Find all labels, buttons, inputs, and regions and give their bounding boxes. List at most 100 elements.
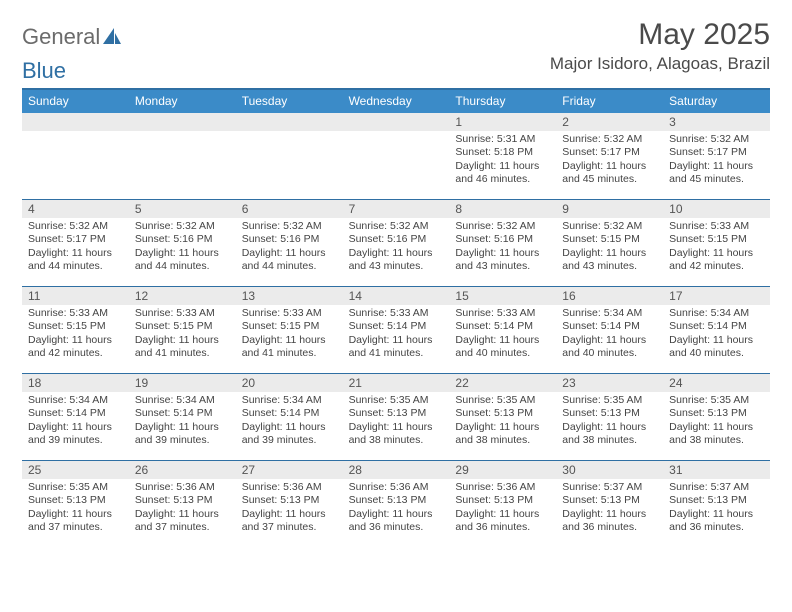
sunset-line: Sunset: 5:17 PM bbox=[562, 146, 657, 159]
day-cell: 27Sunrise: 5:36 AMSunset: 5:13 PMDayligh… bbox=[236, 461, 343, 547]
daylight-line: Daylight: 11 hours and 36 minutes. bbox=[669, 508, 764, 535]
sunset-line: Sunset: 5:15 PM bbox=[135, 320, 230, 333]
day-cell: 20Sunrise: 5:34 AMSunset: 5:14 PMDayligh… bbox=[236, 374, 343, 460]
sunrise-line: Sunrise: 5:35 AM bbox=[669, 394, 764, 407]
day-body: Sunrise: 5:33 AMSunset: 5:15 PMDaylight:… bbox=[236, 305, 343, 365]
sunset-line: Sunset: 5:14 PM bbox=[28, 407, 123, 420]
day-of-week-row: SundayMondayTuesdayWednesdayThursdayFrid… bbox=[22, 90, 770, 113]
sunset-line: Sunset: 5:13 PM bbox=[562, 407, 657, 420]
day-number: 22 bbox=[449, 374, 556, 392]
day-body: Sunrise: 5:35 AMSunset: 5:13 PMDaylight:… bbox=[556, 392, 663, 452]
sunset-line: Sunset: 5:14 PM bbox=[455, 320, 550, 333]
day-cell: 14Sunrise: 5:33 AMSunset: 5:14 PMDayligh… bbox=[343, 287, 450, 373]
day-number: 24 bbox=[663, 374, 770, 392]
week-row: 4Sunrise: 5:32 AMSunset: 5:17 PMDaylight… bbox=[22, 200, 770, 287]
daylight-line: Daylight: 11 hours and 38 minutes. bbox=[669, 421, 764, 448]
sunrise-line: Sunrise: 5:35 AM bbox=[455, 394, 550, 407]
daylight-line: Daylight: 11 hours and 44 minutes. bbox=[135, 247, 230, 274]
day-number: 17 bbox=[663, 287, 770, 305]
daylight-line: Daylight: 11 hours and 39 minutes. bbox=[242, 421, 337, 448]
month-year: May 2025 bbox=[550, 18, 770, 52]
sunset-line: Sunset: 5:15 PM bbox=[669, 233, 764, 246]
sunset-line: Sunset: 5:13 PM bbox=[669, 407, 764, 420]
sunset-line: Sunset: 5:13 PM bbox=[135, 494, 230, 507]
day-cell: 23Sunrise: 5:35 AMSunset: 5:13 PMDayligh… bbox=[556, 374, 663, 460]
sunrise-line: Sunrise: 5:33 AM bbox=[242, 307, 337, 320]
daylight-line: Daylight: 11 hours and 42 minutes. bbox=[28, 334, 123, 361]
daylight-line: Daylight: 11 hours and 38 minutes. bbox=[455, 421, 550, 448]
sunrise-line: Sunrise: 5:32 AM bbox=[562, 220, 657, 233]
day-number: 28 bbox=[343, 461, 450, 479]
day-body: Sunrise: 5:34 AMSunset: 5:14 PMDaylight:… bbox=[663, 305, 770, 365]
sunset-line: Sunset: 5:13 PM bbox=[242, 494, 337, 507]
daylight-line: Daylight: 11 hours and 39 minutes. bbox=[28, 421, 123, 448]
day-body bbox=[343, 131, 450, 137]
sunrise-line: Sunrise: 5:32 AM bbox=[562, 133, 657, 146]
sunset-line: Sunset: 5:13 PM bbox=[349, 407, 444, 420]
sunrise-line: Sunrise: 5:35 AM bbox=[562, 394, 657, 407]
sunset-line: Sunset: 5:14 PM bbox=[349, 320, 444, 333]
sunrise-line: Sunrise: 5:34 AM bbox=[242, 394, 337, 407]
day-body: Sunrise: 5:32 AMSunset: 5:16 PMDaylight:… bbox=[343, 218, 450, 278]
sunset-line: Sunset: 5:13 PM bbox=[455, 494, 550, 507]
day-cell: 18Sunrise: 5:34 AMSunset: 5:14 PMDayligh… bbox=[22, 374, 129, 460]
sunrise-line: Sunrise: 5:36 AM bbox=[455, 481, 550, 494]
day-body: Sunrise: 5:33 AMSunset: 5:15 PMDaylight:… bbox=[129, 305, 236, 365]
day-number: 3 bbox=[663, 113, 770, 131]
day-number: 18 bbox=[22, 374, 129, 392]
sunset-line: Sunset: 5:16 PM bbox=[455, 233, 550, 246]
day-cell: 30Sunrise: 5:37 AMSunset: 5:13 PMDayligh… bbox=[556, 461, 663, 547]
daylight-line: Daylight: 11 hours and 40 minutes. bbox=[455, 334, 550, 361]
sunset-line: Sunset: 5:16 PM bbox=[349, 233, 444, 246]
day-body: Sunrise: 5:35 AMSunset: 5:13 PMDaylight:… bbox=[22, 479, 129, 539]
daylight-line: Daylight: 11 hours and 44 minutes. bbox=[28, 247, 123, 274]
day-cell: 19Sunrise: 5:34 AMSunset: 5:14 PMDayligh… bbox=[129, 374, 236, 460]
day-cell: 13Sunrise: 5:33 AMSunset: 5:15 PMDayligh… bbox=[236, 287, 343, 373]
day-body: Sunrise: 5:32 AMSunset: 5:17 PMDaylight:… bbox=[663, 131, 770, 191]
sunrise-line: Sunrise: 5:33 AM bbox=[669, 220, 764, 233]
day-number: 9 bbox=[556, 200, 663, 218]
day-body: Sunrise: 5:32 AMSunset: 5:16 PMDaylight:… bbox=[129, 218, 236, 278]
sunset-line: Sunset: 5:16 PM bbox=[135, 233, 230, 246]
daylight-line: Daylight: 11 hours and 41 minutes. bbox=[349, 334, 444, 361]
day-number bbox=[236, 113, 343, 131]
sunrise-line: Sunrise: 5:32 AM bbox=[349, 220, 444, 233]
day-cell: 25Sunrise: 5:35 AMSunset: 5:13 PMDayligh… bbox=[22, 461, 129, 547]
day-number: 31 bbox=[663, 461, 770, 479]
day-cell: 9Sunrise: 5:32 AMSunset: 5:15 PMDaylight… bbox=[556, 200, 663, 286]
daylight-line: Daylight: 11 hours and 37 minutes. bbox=[135, 508, 230, 535]
day-cell: 7Sunrise: 5:32 AMSunset: 5:16 PMDaylight… bbox=[343, 200, 450, 286]
day-body: Sunrise: 5:37 AMSunset: 5:13 PMDaylight:… bbox=[556, 479, 663, 539]
sunset-line: Sunset: 5:14 PM bbox=[135, 407, 230, 420]
daylight-line: Daylight: 11 hours and 44 minutes. bbox=[242, 247, 337, 274]
day-cell: 21Sunrise: 5:35 AMSunset: 5:13 PMDayligh… bbox=[343, 374, 450, 460]
day-body: Sunrise: 5:36 AMSunset: 5:13 PMDaylight:… bbox=[129, 479, 236, 539]
sunrise-line: Sunrise: 5:33 AM bbox=[28, 307, 123, 320]
day-of-week-header: Monday bbox=[129, 90, 236, 113]
daylight-line: Daylight: 11 hours and 41 minutes. bbox=[242, 334, 337, 361]
sunrise-line: Sunrise: 5:35 AM bbox=[28, 481, 123, 494]
daylight-line: Daylight: 11 hours and 40 minutes. bbox=[669, 334, 764, 361]
day-body: Sunrise: 5:35 AMSunset: 5:13 PMDaylight:… bbox=[663, 392, 770, 452]
day-of-week-header: Thursday bbox=[449, 90, 556, 113]
day-cell: 1Sunrise: 5:31 AMSunset: 5:18 PMDaylight… bbox=[449, 113, 556, 199]
day-body: Sunrise: 5:35 AMSunset: 5:13 PMDaylight:… bbox=[449, 392, 556, 452]
day-number: 29 bbox=[449, 461, 556, 479]
daylight-line: Daylight: 11 hours and 37 minutes. bbox=[242, 508, 337, 535]
day-cell: 24Sunrise: 5:35 AMSunset: 5:13 PMDayligh… bbox=[663, 374, 770, 460]
day-number: 8 bbox=[449, 200, 556, 218]
sunset-line: Sunset: 5:17 PM bbox=[669, 146, 764, 159]
sunset-line: Sunset: 5:14 PM bbox=[669, 320, 764, 333]
daylight-line: Daylight: 11 hours and 36 minutes. bbox=[562, 508, 657, 535]
daylight-line: Daylight: 11 hours and 43 minutes. bbox=[455, 247, 550, 274]
sunrise-line: Sunrise: 5:34 AM bbox=[669, 307, 764, 320]
day-of-week-header: Saturday bbox=[663, 90, 770, 113]
day-number bbox=[343, 113, 450, 131]
sunset-line: Sunset: 5:17 PM bbox=[28, 233, 123, 246]
day-body: Sunrise: 5:33 AMSunset: 5:14 PMDaylight:… bbox=[449, 305, 556, 365]
day-body: Sunrise: 5:34 AMSunset: 5:14 PMDaylight:… bbox=[556, 305, 663, 365]
day-of-week-header: Wednesday bbox=[343, 90, 450, 113]
day-number: 5 bbox=[129, 200, 236, 218]
daylight-line: Daylight: 11 hours and 42 minutes. bbox=[669, 247, 764, 274]
sunset-line: Sunset: 5:14 PM bbox=[562, 320, 657, 333]
